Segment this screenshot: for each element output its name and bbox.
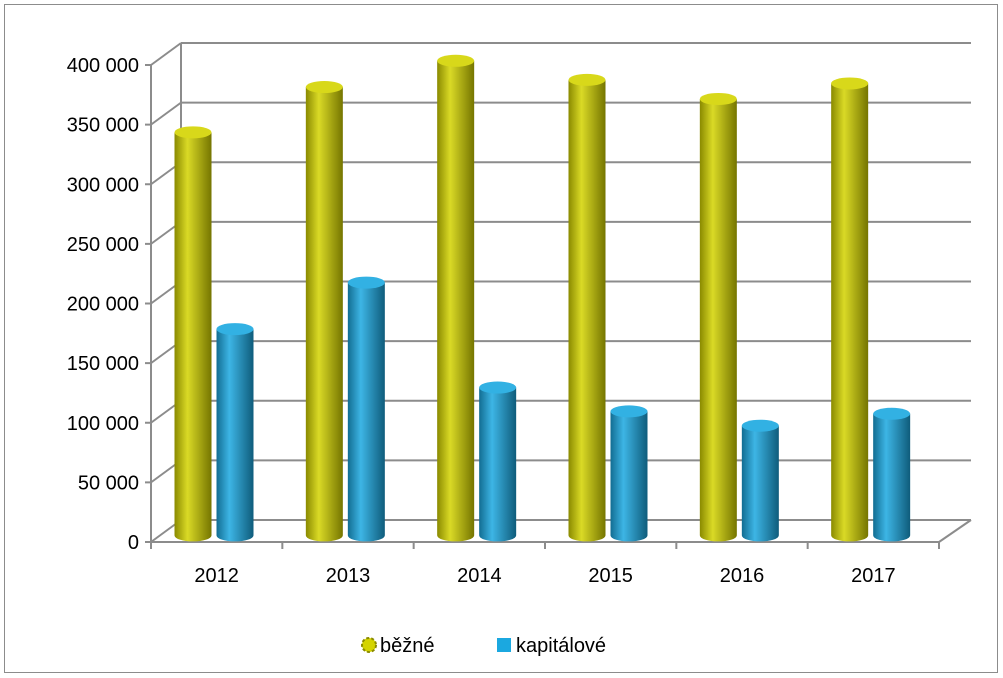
y-tick-label-7: 350 000 [67, 115, 139, 137]
legend: běžné kapitálové [361, 635, 606, 657]
bar-kapitálové-2015 [610, 405, 648, 542]
bar-body-kapitálové-2017 [873, 413, 911, 542]
bar-top-kapitálové-2016 [741, 419, 779, 432]
x-tick-label-2017: 2017 [851, 565, 896, 587]
x-tick-label-2013: 2013 [326, 565, 371, 587]
y-tick-label-4: 200 000 [67, 294, 139, 316]
y-tick-label-2: 100 000 [67, 413, 139, 435]
bar-top-běžné-2012 [174, 126, 212, 139]
bar-body-kapitálové-2014 [479, 387, 517, 542]
bar-běžné-2013 [305, 81, 343, 542]
gridline-side-7 [150, 101, 182, 126]
bar-chart: 0 50 000 100 000 150 000 200 000 250 000 300 0… [67, 42, 972, 657]
bar-body-kapitálové-2015 [610, 411, 648, 542]
bar-top-kapitálové-2013 [347, 276, 385, 289]
x-tick-labels: 2012 2013 2014 2015 2016 2017 [194, 565, 895, 587]
bar-body-kapitálové-2016 [741, 425, 779, 542]
legend-item-kapitalove: kapitálové [497, 635, 606, 657]
bar-top-běžné-2015 [568, 73, 606, 86]
bar-kapitálové-2017 [873, 407, 911, 542]
gridline-side-8 [150, 42, 182, 66]
bar-běžné-2016 [699, 92, 737, 542]
bar-běžné-2017 [831, 77, 869, 542]
bar-top-kapitálové-2014 [479, 381, 517, 394]
y-tick-label-1: 50 000 [78, 472, 139, 494]
x-tick-label-2014: 2014 [457, 565, 502, 587]
bar-běžné-2012 [174, 126, 212, 542]
y-tick-labels: 0 50 000 100 000 150 000 200 000 250 000 300 0… [67, 55, 139, 554]
floor-right-edge [938, 519, 972, 543]
bar-top-běžné-2014 [437, 54, 475, 67]
y-tick-label-5: 250 000 [67, 234, 139, 256]
bar-body-běžné-2014 [437, 60, 475, 542]
bar-top-běžné-2016 [699, 92, 737, 105]
bar-top-kapitálové-2012 [216, 323, 254, 336]
legend-swatch-bezne [361, 637, 377, 653]
bar-běžné-2014 [437, 54, 475, 542]
bar-body-běžné-2017 [831, 83, 869, 542]
bar-body-běžné-2013 [305, 87, 343, 542]
bar-běžné-2015 [568, 73, 606, 542]
bar-kapitálové-2014 [479, 381, 517, 542]
legend-swatch-kapitalove [497, 638, 511, 652]
y-tick-label-0: 0 [128, 532, 139, 554]
bar-body-kapitálové-2013 [347, 282, 385, 542]
legend-label-kapitalove: kapitálové [516, 635, 606, 657]
y-tick-label-3: 150 000 [67, 353, 139, 375]
bars [174, 54, 911, 542]
bar-kapitálové-2013 [347, 276, 385, 542]
bar-top-kapitálové-2015 [610, 405, 648, 418]
bar-body-kapitálové-2012 [216, 329, 254, 542]
x-tick-label-2016: 2016 [720, 565, 765, 587]
bar-body-běžné-2016 [699, 98, 737, 542]
legend-label-bezne: běžné [380, 635, 435, 657]
x-tick-label-2012: 2012 [194, 565, 239, 587]
bar-top-kapitálové-2017 [873, 407, 911, 420]
axes [145, 64, 940, 549]
x-tick-label-2015: 2015 [588, 565, 633, 587]
y-tick-label-8: 400 000 [67, 55, 139, 77]
chart-frame: 0 50 000 100 000 150 000 200 000 250 000 300 0… [4, 4, 998, 673]
bar-top-běžné-2013 [305, 81, 343, 94]
legend-item-bezne: běžné [361, 635, 435, 657]
bar-body-běžné-2015 [568, 79, 606, 542]
bar-top-běžné-2017 [831, 77, 869, 90]
bar-kapitálové-2016 [741, 419, 779, 542]
bar-body-běžné-2012 [174, 132, 212, 542]
bar-kapitálové-2012 [216, 323, 254, 542]
y-tick-label-6: 300 000 [67, 174, 139, 196]
